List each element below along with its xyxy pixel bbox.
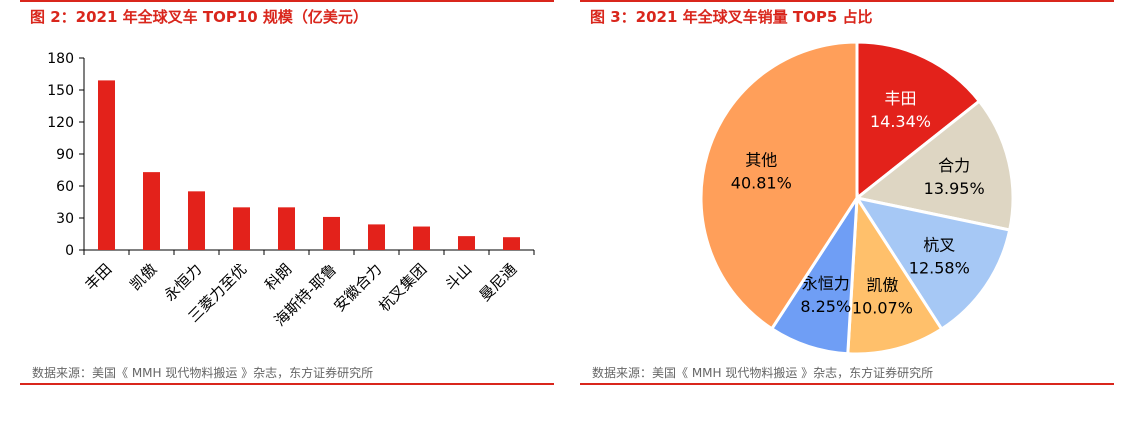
pie-slice-label: 丰田 xyxy=(884,89,916,108)
pie-slice-percent: 8.25% xyxy=(800,297,851,316)
pie-slice xyxy=(855,40,982,202)
x-category-label: 曼尼通 xyxy=(476,260,521,305)
pie-slice-label: 凯傲 xyxy=(866,276,898,295)
bar xyxy=(323,216,340,250)
y-tick-label: 60 xyxy=(56,179,74,195)
bar xyxy=(458,236,475,250)
bottom-rule xyxy=(580,383,1114,385)
bar xyxy=(98,80,115,251)
pie-slice-percent: 14.34% xyxy=(870,112,931,131)
bar xyxy=(278,207,295,250)
x-category-label: 凯傲 xyxy=(126,260,160,294)
bar xyxy=(368,224,385,250)
pie-slice-label: 合力 xyxy=(938,156,970,175)
pie-slice xyxy=(853,195,1012,332)
pie-slice-label: 其他 xyxy=(745,151,777,170)
pie-slice xyxy=(699,40,859,331)
pie-slice-percent: 10.07% xyxy=(852,299,913,318)
bar-chart-source: 数据来源：美国《 MMH 现代物料搬运 》杂志，东方证券研究所 xyxy=(32,366,374,380)
pie-slice xyxy=(853,99,1015,232)
pie-slice-label: 永恒力 xyxy=(802,274,850,293)
pie-chart: 丰田 14.34% 合力 13.95% 杭叉 12.58% 凯傲 10.07%永恒力 8.25%… xyxy=(699,40,1015,356)
pie-slice-percent: 13.95% xyxy=(924,179,985,198)
y-tick-label: 30 xyxy=(56,211,74,227)
y-tick-label: 180 xyxy=(47,51,74,67)
x-category-label: 安徽合力 xyxy=(330,260,385,315)
bar xyxy=(143,172,160,250)
x-category-label: 杭叉集团 xyxy=(375,260,430,315)
pie-slice-label: 杭叉 xyxy=(923,236,955,255)
pie-slice-percent: 12.58% xyxy=(909,259,970,278)
top-rule xyxy=(20,0,554,2)
y-tick-label: 90 xyxy=(56,147,74,163)
y-tick-label: 0 xyxy=(65,243,74,259)
x-category-label: 丰田 xyxy=(81,260,115,294)
right-panel: 图 3：2021 年全球叉车销量 TOP5 占比 丰田 14.34% 合力 13.95… xyxy=(580,0,1114,400)
bar xyxy=(413,226,430,250)
left-panel: 图 2：2021 年全球叉车 TOP10 规模（亿美元） 0 30 60 90 120 1… xyxy=(20,0,554,400)
bottom-rule xyxy=(20,383,554,385)
bar xyxy=(188,191,205,250)
top-rule xyxy=(580,0,1114,2)
bar-chart-title: 图 2：2021 年全球叉车 TOP10 规模（亿美元） xyxy=(30,8,368,26)
pie-slice-percent: 40.81% xyxy=(731,174,792,193)
pie-slice xyxy=(846,193,944,356)
bar xyxy=(503,237,520,250)
y-tick-label: 120 xyxy=(47,115,74,131)
pie-chart-title: 图 3：2021 年全球叉车销量 TOP5 占比 xyxy=(590,8,873,26)
x-category-label: 科朗 xyxy=(261,260,295,294)
bar xyxy=(233,207,250,250)
x-category-label: 斗山 xyxy=(441,260,475,294)
y-tick-label: 150 xyxy=(47,83,74,99)
pie-chart-source: 数据来源：美国《 MMH 现代物料搬运 》杂志，东方证券研究所 xyxy=(592,366,934,380)
